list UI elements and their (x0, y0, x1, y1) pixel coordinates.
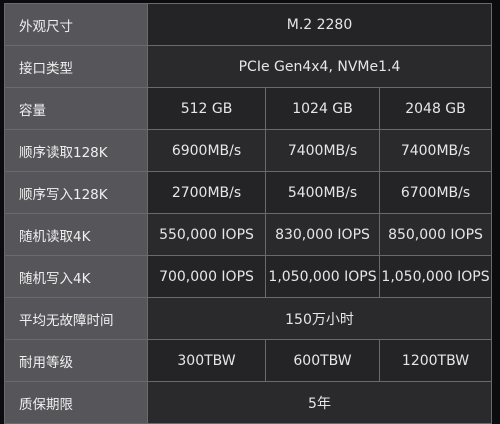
table-row-mtbf: 平均无故障时间 150万小时 (4, 297, 492, 340)
spec-table: 外观尺寸 M.2 2280 接口类型 PCIe Gen4x4, NVMe1.4 … (4, 3, 492, 424)
table-cell: 5400MB/s (265, 171, 380, 214)
table-row-capacity: 容量 512 GB 1024 GB 2048 GB (4, 87, 492, 130)
table-row-rand-write: 随机写入4K 700,000 IOPS 1,050,000 IOPS 1,050… (4, 255, 492, 298)
table-cell: 7400MB/s (265, 129, 380, 172)
table-row-form-factor: 外观尺寸 M.2 2280 (4, 3, 492, 46)
table-cell: 150万小时 (147, 297, 492, 340)
table-cell: 2700MB/s (147, 171, 266, 214)
table-cell: PCIe Gen4x4, NVMe1.4 (147, 45, 492, 88)
table-cell: 1024 GB (265, 87, 380, 130)
row-label: 容量 (4, 87, 148, 130)
table-row-rand-read: 随机读取4K 550,000 IOPS 830,000 IOPS 850,000… (4, 213, 492, 256)
table-cell: 6700MB/s (379, 171, 492, 214)
table-row-endurance: 耐用等级 300TBW 600TBW 1200TBW (4, 339, 492, 382)
row-label: 随机读取4K (4, 213, 148, 256)
table-cell: 7400MB/s (379, 129, 492, 172)
row-label: 随机写入4K (4, 255, 148, 298)
row-label: 平均无故障时间 (4, 297, 148, 340)
table-cell: M.2 2280 (147, 3, 492, 46)
table-row-seq-read: 顺序读取128K 6900MB/s 7400MB/s 7400MB/s (4, 129, 492, 172)
table-cell: 1,050,000 IOPS (265, 255, 380, 298)
row-label: 顺序读取128K (4, 129, 148, 172)
row-label: 质保期限 (4, 381, 148, 424)
table-row-interface: 接口类型 PCIe Gen4x4, NVMe1.4 (4, 45, 492, 88)
table-cell: 512 GB (147, 87, 266, 130)
table-cell: 1200TBW (379, 339, 492, 382)
table-cell: 6900MB/s (147, 129, 266, 172)
row-label: 接口类型 (4, 45, 148, 88)
table-cell: 300TBW (147, 339, 266, 382)
table-cell: 1,050,000 IOPS (379, 255, 492, 298)
table-cell: 550,000 IOPS (147, 213, 266, 256)
row-label: 顺序写入128K (4, 171, 148, 214)
table-cell: 2048 GB (379, 87, 492, 130)
table-cell: 850,000 IOPS (379, 213, 492, 256)
table-cell: 700,000 IOPS (147, 255, 266, 298)
table-cell: 830,000 IOPS (265, 213, 380, 256)
row-label: 外观尺寸 (4, 3, 148, 46)
row-label: 耐用等级 (4, 339, 148, 382)
table-row-warranty: 质保期限 5年 (4, 381, 492, 424)
table-cell: 600TBW (265, 339, 380, 382)
table-cell: 5年 (147, 381, 492, 424)
table-row-seq-write: 顺序写入128K 2700MB/s 5400MB/s 6700MB/s (4, 171, 492, 214)
